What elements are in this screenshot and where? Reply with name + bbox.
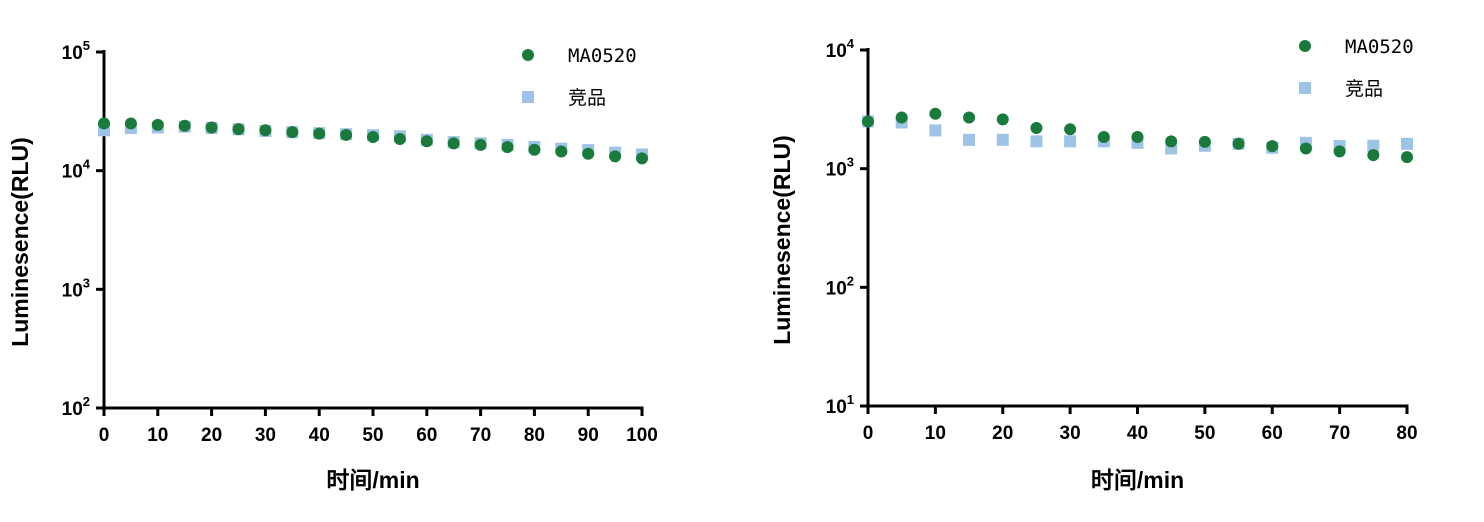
data-point-ma0520 (151, 118, 164, 131)
data-point-competitor (1401, 137, 1413, 150)
data-point-ma0520 (1097, 130, 1110, 143)
data-point-ma0520 (1367, 149, 1380, 162)
data-point-ma0520 (447, 137, 460, 150)
data-point-ma0520 (1232, 137, 1245, 150)
data-point-ma0520 (1131, 130, 1144, 143)
data-point-ma0520 (420, 135, 433, 148)
data-point-ma0520 (124, 117, 137, 130)
x-tick-label: 0 (863, 423, 874, 444)
data-point-ma0520 (582, 147, 595, 160)
y-tick-label: 102 (62, 394, 90, 420)
y-tick-label: 104 (826, 36, 855, 62)
data-point-ma0520 (1333, 145, 1346, 158)
legend-label: 竞品 (1345, 78, 1383, 100)
data-point-ma0520 (474, 138, 487, 151)
x-tick-label: 50 (1194, 423, 1215, 444)
y-axis-title: Luminesence(RLU) (7, 137, 33, 347)
data-point-competitor (1064, 135, 1077, 148)
x-tick-label: 70 (470, 425, 491, 446)
chart-panel-1: 0 10 20 30 40 50 60 70 80 90 100 102 103 104 105 时间/min… (7, 38, 658, 493)
x-tick-label: 60 (1262, 423, 1283, 444)
x-tick-label: 20 (201, 425, 222, 446)
y-tick-label: 103 (826, 155, 854, 181)
data-point-ma0520 (1030, 122, 1043, 135)
data-point-ma0520 (393, 132, 406, 145)
x-tick-label: 70 (1329, 423, 1350, 444)
y-tick-label: 104 (62, 157, 91, 183)
y-axis-title: Luminesence(RLU) (769, 135, 795, 345)
x-tick-label: 30 (255, 425, 276, 446)
data-point-competitor (963, 133, 976, 146)
y-tick-label: 102 (826, 273, 854, 299)
data-point-ma0520 (1401, 151, 1413, 164)
legend-label: MA0520 (568, 45, 637, 67)
x-tick-label: 80 (524, 425, 545, 446)
x-tick-label: 50 (362, 425, 383, 446)
data-point-ma0520 (555, 145, 568, 158)
data-point-ma0520 (313, 127, 326, 140)
data-point-ma0520 (98, 117, 110, 130)
x-tick-label: 40 (1127, 423, 1148, 444)
data-point-ma0520 (1198, 135, 1211, 148)
data-point-ma0520 (232, 123, 245, 136)
data-point-ma0520 (205, 121, 218, 134)
data-point-competitor (929, 124, 942, 137)
legend-marker-competitor (1299, 82, 1311, 94)
data-point-ma0520 (178, 119, 191, 132)
x-tick-label: 60 (416, 425, 437, 446)
data-point-ma0520 (929, 107, 942, 120)
y-tick-label: 103 (62, 275, 90, 301)
x-tick-label: 10 (925, 423, 946, 444)
legend-label: 竞品 (568, 87, 606, 109)
y-tick-label: 101 (826, 392, 854, 418)
data-point-ma0520 (895, 111, 908, 124)
data-point-ma0520 (1299, 142, 1312, 155)
legend-label: MA0520 (1345, 36, 1414, 58)
data-point-competitor (1367, 139, 1380, 152)
data-point-competitor (996, 133, 1009, 146)
x-axis-title: 时间/min (326, 467, 419, 493)
x-tick-label: 30 (1060, 423, 1081, 444)
x-axis-title: 时间/min (1091, 467, 1184, 493)
y-tick-label: 105 (62, 38, 90, 64)
data-point-ma0520 (1266, 140, 1279, 153)
data-point-ma0520 (286, 126, 299, 139)
x-tick-label: 20 (992, 423, 1013, 444)
legend-marker-ma0520 (522, 49, 534, 61)
x-tick-label: 80 (1396, 423, 1417, 444)
chart-panel-2: 0 10 20 30 40 50 60 70 80 101 102 103 104 时间/min Lumin… (769, 36, 1418, 493)
legend-marker-competitor (522, 91, 534, 103)
data-point-ma0520 (996, 113, 1009, 126)
data-point-ma0520 (501, 141, 514, 154)
x-tick-label: 100 (626, 425, 658, 446)
x-tick-label: 0 (99, 425, 110, 446)
x-tick-label: 40 (309, 425, 330, 446)
data-point-competitor (1030, 135, 1043, 148)
data-point-ma0520 (636, 152, 648, 165)
data-point-ma0520 (259, 124, 272, 137)
legend-marker-ma0520 (1299, 40, 1311, 52)
data-point-ma0520 (862, 115, 874, 128)
data-point-ma0520 (528, 143, 541, 156)
data-point-ma0520 (609, 150, 622, 163)
x-tick-label: 90 (578, 425, 599, 446)
x-tick-label: 10 (147, 425, 168, 446)
data-point-ma0520 (963, 111, 976, 124)
data-point-ma0520 (367, 131, 379, 144)
data-point-ma0520 (1165, 135, 1178, 148)
data-point-ma0520 (1064, 123, 1077, 136)
data-point-ma0520 (340, 128, 353, 141)
